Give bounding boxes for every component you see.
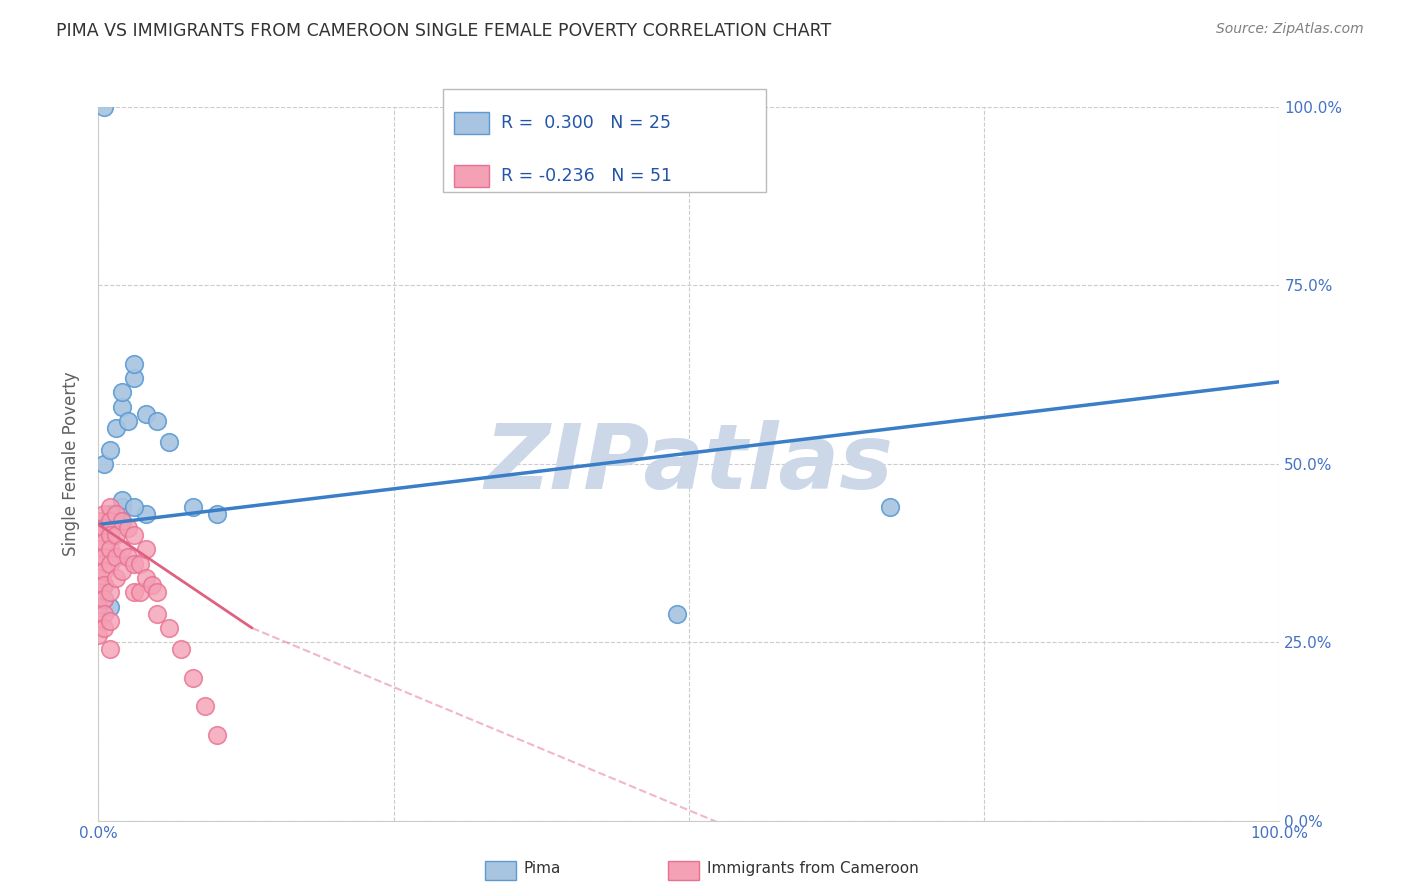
Y-axis label: Single Female Poverty: Single Female Poverty: [62, 372, 80, 556]
Point: [117, 521, 139, 535]
Point: [105, 507, 128, 521]
Point: [98, 585, 121, 599]
Point: [87, 614, 110, 628]
Text: Immigrants from Cameroon: Immigrants from Cameroon: [707, 862, 920, 876]
Point: [122, 371, 145, 385]
Point: [93, 549, 115, 564]
Point: [93, 592, 115, 607]
Point: [181, 500, 204, 514]
Point: [93, 521, 115, 535]
Point: [135, 407, 157, 421]
Point: [98, 642, 121, 657]
Point: [93, 578, 115, 592]
Point: [122, 557, 145, 571]
Point: [135, 507, 157, 521]
Point: [93, 535, 115, 549]
Point: [87, 528, 110, 542]
Point: [93, 578, 115, 592]
Point: [122, 357, 145, 371]
Point: [105, 528, 128, 542]
Point: [93, 592, 115, 607]
Text: PIMA VS IMMIGRANTS FROM CAMEROON SINGLE FEMALE POVERTY CORRELATION CHART: PIMA VS IMMIGRANTS FROM CAMEROON SINGLE …: [56, 22, 831, 40]
Point: [93, 564, 115, 578]
Point: [105, 421, 128, 435]
Point: [87, 557, 110, 571]
Point: [111, 492, 134, 507]
Point: [122, 500, 145, 514]
Point: [111, 514, 134, 528]
Point: [111, 385, 134, 400]
Point: [111, 542, 134, 557]
Point: [122, 528, 145, 542]
Point: [93, 621, 115, 635]
Point: [98, 614, 121, 628]
Point: [93, 100, 115, 114]
Point: [87, 542, 110, 557]
Point: [87, 599, 110, 614]
Point: [87, 514, 110, 528]
Point: [146, 585, 169, 599]
Point: [98, 514, 121, 528]
Point: [98, 542, 121, 557]
Point: [98, 599, 121, 614]
Point: [98, 507, 121, 521]
Point: [87, 585, 110, 599]
Point: [93, 607, 115, 621]
Point: [128, 557, 150, 571]
Point: [146, 607, 169, 621]
Point: [117, 549, 139, 564]
Point: [157, 435, 180, 450]
Point: [87, 571, 110, 585]
Point: [122, 585, 145, 599]
Text: Pima: Pima: [523, 862, 561, 876]
Point: [111, 564, 134, 578]
Point: [98, 500, 121, 514]
Point: [87, 628, 110, 642]
Point: [93, 507, 115, 521]
Point: [111, 500, 134, 514]
Text: ZIPatlas: ZIPatlas: [485, 420, 893, 508]
Point: [98, 557, 121, 571]
Text: R = -0.236   N = 51: R = -0.236 N = 51: [501, 167, 672, 185]
Point: [194, 699, 217, 714]
Point: [87, 521, 110, 535]
Text: Source: ZipAtlas.com: Source: ZipAtlas.com: [1216, 22, 1364, 37]
Point: [111, 514, 134, 528]
Point: [98, 442, 121, 457]
Point: [105, 549, 128, 564]
Point: [146, 414, 169, 428]
Point: [117, 414, 139, 428]
Point: [93, 457, 115, 471]
Point: [157, 621, 180, 635]
Text: R =  0.300   N = 25: R = 0.300 N = 25: [501, 114, 671, 132]
Point: [879, 500, 901, 514]
Point: [105, 571, 128, 585]
Point: [170, 642, 193, 657]
Point: [111, 400, 134, 414]
Point: [205, 507, 228, 521]
Point: [666, 607, 689, 621]
Point: [128, 585, 150, 599]
Point: [135, 571, 157, 585]
Point: [181, 671, 204, 685]
Point: [205, 728, 228, 742]
Point: [135, 542, 157, 557]
Point: [141, 578, 163, 592]
Point: [98, 528, 121, 542]
